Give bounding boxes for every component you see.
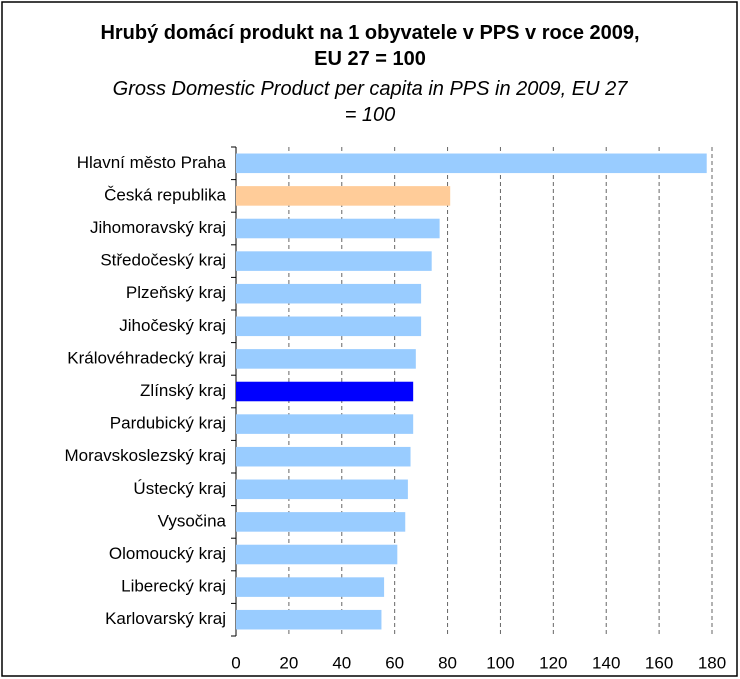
bar xyxy=(236,153,707,174)
bar xyxy=(236,349,416,369)
y-tick-label: Plzeňský kraj xyxy=(126,283,226,302)
bar xyxy=(236,512,406,532)
bar xyxy=(236,186,451,206)
x-tick-label: 160 xyxy=(645,653,673,672)
y-tick-label: Jihočeský kraj xyxy=(119,316,226,335)
chart-subtitle: Gross Domestic Product per capita in PPS… xyxy=(112,78,628,126)
x-tick-label: 120 xyxy=(539,653,567,672)
x-tick-label: 20 xyxy=(279,653,298,672)
y-tick-label: Královéhradecký kraj xyxy=(67,348,226,367)
y-tick-label: Hlavní město Praha xyxy=(77,153,227,172)
bar xyxy=(236,381,414,402)
x-tick-label: 180 xyxy=(698,653,726,672)
x-tick-label: 140 xyxy=(592,653,620,672)
y-tick-label: Ústecký kraj xyxy=(133,479,226,498)
y-tick-label: Jihomoravský kraj xyxy=(90,218,226,237)
y-tick-label: Vysočina xyxy=(158,511,227,530)
bar xyxy=(236,251,432,271)
x-tick-label: 40 xyxy=(332,653,351,672)
y-tick-label: Liberecký kraj xyxy=(121,577,226,596)
bar xyxy=(236,446,411,467)
bar xyxy=(236,609,382,630)
y-tick-label: Zlínský kraj xyxy=(140,381,226,400)
bar xyxy=(236,544,398,565)
y-tick-label: Karlovarský kraj xyxy=(105,609,226,628)
y-tick-label: Česká republika xyxy=(104,185,226,204)
x-tick-label: 60 xyxy=(385,653,404,672)
bar xyxy=(236,218,440,239)
x-tick-label: 0 xyxy=(231,653,240,672)
bar xyxy=(236,414,414,434)
bar xyxy=(236,316,422,337)
y-tick-label: Olomoucký kraj xyxy=(109,544,226,563)
y-tick-label: Pardubický kraj xyxy=(110,414,226,433)
y-tick-label: Moravskoslezský kraj xyxy=(64,446,226,465)
chart-title: Hrubý domácí produkt na 1 obyvatele v PP… xyxy=(100,22,640,70)
x-tick-label: 100 xyxy=(486,653,514,672)
y-tick-label: Středočeský kraj xyxy=(100,251,226,270)
bar xyxy=(236,577,385,597)
bar xyxy=(236,283,422,304)
bar xyxy=(236,479,408,500)
x-tick-label: 80 xyxy=(438,653,457,672)
